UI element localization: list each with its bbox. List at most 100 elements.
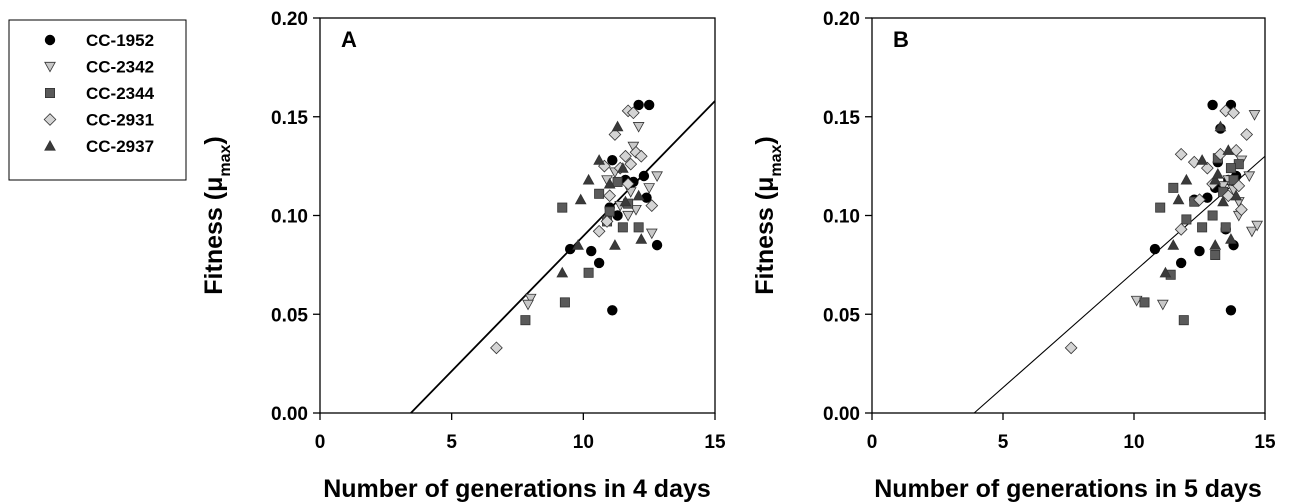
legend-label: CC-2344 [86, 84, 155, 103]
data-point-cc-2937 [1225, 233, 1237, 244]
data-point-cc-1952 [643, 99, 655, 111]
data-point-cc-2937 [1209, 239, 1222, 250]
data-point-cc-2344 [604, 206, 615, 217]
data-point-cc-1952 [641, 192, 652, 203]
data-point-cc-2344 [1181, 214, 1192, 225]
data-point-cc-2344 [520, 315, 531, 326]
data-point-cc-2931 [592, 224, 606, 238]
data-point-cc-1952 [593, 257, 605, 269]
regression-line [410, 100, 716, 414]
legend-marker-triangle-down [44, 61, 56, 73]
legend-marker-diamond [43, 113, 57, 126]
y-tick-label: 0.15 [823, 108, 860, 129]
x-axis-label: Number of generations in 4 days [323, 475, 711, 503]
data-point-cc-2342 [643, 183, 656, 194]
data-point-cc-2344 [617, 222, 628, 233]
data-point-cc-2342 [645, 228, 658, 240]
y-tick-label: 0.20 [271, 9, 308, 30]
data-point-cc-2937 [609, 239, 621, 250]
data-point-cc-2931 [627, 106, 640, 120]
data-point-cc-2344 [1139, 297, 1150, 308]
panel-b: 0.00 0.05 0.10 0.15 0.20 0 5 10 15 B Number of gen… [751, 9, 1276, 503]
data-point-cc-2937 [1159, 266, 1172, 278]
y-tick-label: 0.15 [271, 108, 308, 129]
points [1064, 99, 1264, 355]
x-tick-label: 15 [1254, 432, 1276, 453]
x-tick-label: 0 [867, 432, 878, 453]
data-point-cc-2937 [611, 120, 624, 132]
data-point-cc-2931 [1221, 189, 1235, 203]
x-tick-label: 5 [998, 432, 1009, 453]
legend-box [8, 19, 187, 181]
data-point-cc-2931 [1232, 179, 1246, 193]
data-point-cc-2931 [1064, 341, 1078, 355]
data-point-cc-2937 [574, 193, 587, 205]
legend-marker-triangle-up [44, 139, 56, 151]
data-point-cc-2937 [632, 189, 645, 201]
data-point-cc-2342 [1156, 299, 1169, 311]
x-tick-label: 15 [704, 432, 726, 453]
data-point-cc-2344 [633, 222, 644, 233]
points [490, 99, 663, 355]
data-point-cc-2931 [1227, 106, 1240, 120]
data-point-cc-2937 [572, 239, 584, 250]
y-axis-label-sub: max [217, 145, 234, 177]
legend-label: CC-1952 [86, 31, 154, 50]
x-axis-label: Number of generations in 5 days [874, 475, 1262, 503]
data-point-cc-1952 [1225, 305, 1237, 316]
y-axis-label: Fitness (μmax) [751, 136, 785, 294]
data-point-cc-2937 [603, 177, 616, 189]
data-point-cc-2344 [1207, 210, 1218, 221]
data-point-cc-2937 [1217, 195, 1229, 207]
data-point-cc-2937 [619, 195, 632, 207]
data-point-cc-2344 [1228, 174, 1239, 185]
y-tick-label: 0.05 [271, 305, 308, 326]
x-tick-label: 10 [1123, 432, 1144, 453]
legend-label: CC-2937 [86, 137, 154, 156]
data-point-cc-2342 [1251, 220, 1264, 232]
data-point-cc-2937 [1214, 120, 1227, 132]
data-point-cc-2931 [1229, 143, 1243, 157]
data-point-cc-2937 [1211, 167, 1224, 179]
legend-marker-circle [44, 34, 56, 46]
data-point-cc-2344 [1197, 222, 1208, 233]
y-axis-label-main: Fitness (μ [751, 177, 779, 295]
data-point-cc-2937 [1230, 189, 1243, 201]
data-point-cc-2937 [1180, 173, 1193, 185]
data-point-cc-1952 [586, 245, 597, 257]
data-point-cc-2937 [593, 154, 606, 165]
data-point-cc-2937 [556, 266, 569, 278]
y-axis-label-sub: max [768, 145, 785, 177]
data-point-cc-2931 [624, 157, 638, 171]
panel-label: B [893, 27, 909, 52]
data-point-cc-1952 [1149, 243, 1161, 255]
data-point-cc-2937 [1167, 239, 1180, 250]
panel-a: 0.00 0.05 0.10 0.15 0.20 0 5 10 15 A Number of gen… [200, 9, 726, 503]
data-point-cc-2342 [630, 204, 642, 216]
data-point-cc-2342 [1130, 295, 1143, 307]
legend-marker-square [45, 88, 56, 99]
data-point-cc-2344 [1210, 249, 1221, 260]
data-point-cc-2931 [490, 341, 503, 355]
data-point-cc-2937 [1222, 144, 1235, 155]
data-point-cc-2344 [557, 202, 568, 213]
data-point-cc-2931 [1200, 161, 1214, 175]
data-point-cc-2937 [635, 233, 648, 244]
y-tick-label: 0.20 [823, 9, 860, 30]
data-point-cc-2931 [645, 199, 659, 212]
data-point-cc-2931 [608, 128, 622, 141]
plot-frame [319, 17, 716, 414]
data-point-cc-2937 [1172, 193, 1185, 205]
data-point-cc-2931 [600, 215, 614, 228]
x-tick-label: 5 [446, 432, 457, 453]
data-point-cc-2344 [1220, 222, 1231, 233]
legend-label: CC-2931 [86, 111, 154, 130]
y-tick-label: 0.10 [823, 207, 860, 228]
data-point-cc-2342 [1243, 171, 1256, 183]
data-point-cc-2342 [632, 122, 645, 133]
data-point-cc-2344 [559, 297, 570, 308]
data-point-cc-2931 [634, 149, 648, 163]
y-tick-label: 0.05 [823, 305, 860, 326]
data-point-cc-2937 [1196, 154, 1208, 165]
